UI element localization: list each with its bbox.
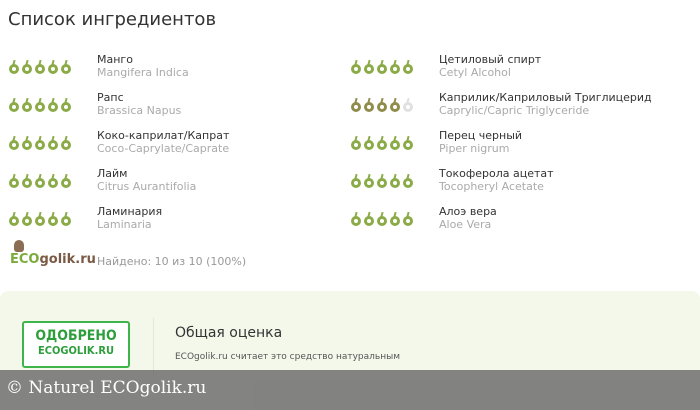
logo-golik: golik.ru	[39, 252, 96, 267]
badge-line2: ECOGOLIK.RU	[37, 344, 115, 357]
apple-rating-icon	[34, 135, 46, 150]
found-count: Найдено: 10 из 10 (100%)	[97, 255, 247, 268]
page-title: Список ингредиентов	[8, 9, 217, 30]
ingredient-name[interactable]: Ламинария	[97, 205, 163, 218]
apple-rating-icon	[402, 97, 414, 112]
apple-rating-icon	[21, 59, 33, 74]
apple-rating-icon	[350, 59, 362, 74]
rating	[350, 97, 414, 112]
apple-rating-icon	[376, 211, 388, 226]
ingredient-latin: Brassica Napus	[97, 104, 182, 117]
apple-rating-icon	[402, 173, 414, 188]
apple-rating-icon	[47, 211, 59, 226]
apple-rating-icon	[389, 97, 401, 112]
rating	[350, 135, 414, 150]
rabbit-icon	[14, 240, 24, 252]
apple-rating-icon	[47, 59, 59, 74]
ingredient-name[interactable]: Рапс	[97, 91, 124, 104]
apple-rating-icon	[376, 135, 388, 150]
ingredient-latin: Mangifera Indica	[97, 66, 189, 79]
apple-rating-icon	[60, 135, 72, 150]
overall-text: ECOgolik.ru считает это средство натурал…	[175, 352, 400, 362]
ingredient-latin: Coco-Caprylate/Caprate	[97, 142, 230, 155]
apple-rating-icon	[34, 211, 46, 226]
apple-rating-icon	[389, 211, 401, 226]
apple-rating-icon	[8, 211, 20, 226]
ingredient-latin: Piper nigrum	[439, 142, 510, 155]
ingredient-name[interactable]: Алоэ вера	[439, 205, 497, 218]
apple-rating-icon	[402, 59, 414, 74]
ecogolik-logo[interactable]: ECOgolik.ru	[10, 240, 96, 267]
apple-rating-icon	[350, 135, 362, 150]
apple-rating-icon	[376, 173, 388, 188]
apple-rating-icon	[34, 97, 46, 112]
apple-rating-icon	[60, 97, 72, 112]
ingredient-latin: Citrus Aurantifolia	[97, 180, 197, 193]
apple-rating-icon	[402, 135, 414, 150]
apple-rating-icon	[8, 173, 20, 188]
apple-rating-icon	[34, 59, 46, 74]
ingredient-latin: Cetyl Alcohol	[439, 66, 511, 79]
apple-rating-icon	[376, 59, 388, 74]
ingredient-name[interactable]: Лайм	[97, 167, 128, 180]
rating	[350, 59, 414, 74]
rating	[350, 173, 414, 188]
apple-rating-icon	[21, 211, 33, 226]
apple-rating-icon	[389, 59, 401, 74]
apple-rating-icon	[21, 135, 33, 150]
ingredient-latin: Aloe Vera	[439, 218, 492, 231]
apple-rating-icon	[8, 135, 20, 150]
ingredient-name[interactable]: Токоферола ацетат	[439, 167, 554, 180]
apple-rating-icon	[8, 59, 20, 74]
apple-rating-icon	[60, 59, 72, 74]
apple-rating-icon	[60, 173, 72, 188]
apple-rating-icon	[363, 97, 375, 112]
apple-rating-icon	[389, 135, 401, 150]
ingredient-name[interactable]: Цетиловый спирт	[439, 53, 542, 66]
rating	[8, 97, 72, 112]
badge-line1: ОДОБРЕНО	[35, 328, 117, 344]
apple-rating-icon	[47, 135, 59, 150]
ingredient-latin: Caprylic/Capric Triglyceride	[439, 104, 590, 117]
apple-rating-icon	[8, 97, 20, 112]
rating	[350, 211, 414, 226]
apple-rating-icon	[350, 173, 362, 188]
ingredient-name[interactable]: Коко-каприлат/Капрат	[97, 129, 230, 142]
overall-title: Общая оценка	[175, 325, 283, 341]
apple-rating-icon	[21, 173, 33, 188]
rating	[8, 59, 72, 74]
ingredient-latin: Laminaria	[97, 218, 152, 231]
apple-rating-icon	[34, 173, 46, 188]
apple-rating-icon	[363, 173, 375, 188]
apple-rating-icon	[376, 97, 388, 112]
rating	[8, 135, 72, 150]
apple-rating-icon	[350, 211, 362, 226]
ingredient-latin: Tocopheryl Acetate	[439, 180, 544, 193]
ingredient-name[interactable]: Каприлик/Каприловый Триглицерид	[439, 91, 652, 104]
ingredient-name[interactable]: Манго	[97, 53, 133, 66]
apple-rating-icon	[60, 211, 72, 226]
apple-rating-icon	[389, 173, 401, 188]
rating	[8, 173, 72, 188]
watermark: © Naturel ECOgolik.ru	[0, 370, 700, 410]
apple-rating-icon	[47, 97, 59, 112]
apple-rating-icon	[21, 97, 33, 112]
logo-eco: ECO	[10, 252, 40, 267]
apple-rating-icon	[363, 211, 375, 226]
rating	[8, 211, 72, 226]
divider	[153, 318, 154, 378]
apple-rating-icon	[363, 59, 375, 74]
apple-rating-icon	[47, 173, 59, 188]
apple-rating-icon	[402, 211, 414, 226]
ingredient-name[interactable]: Перец черный	[439, 129, 523, 142]
approved-badge: ОДОБРЕНО ECOGOLIK.RU	[22, 321, 130, 368]
apple-rating-icon	[350, 97, 362, 112]
apple-rating-icon	[363, 135, 375, 150]
